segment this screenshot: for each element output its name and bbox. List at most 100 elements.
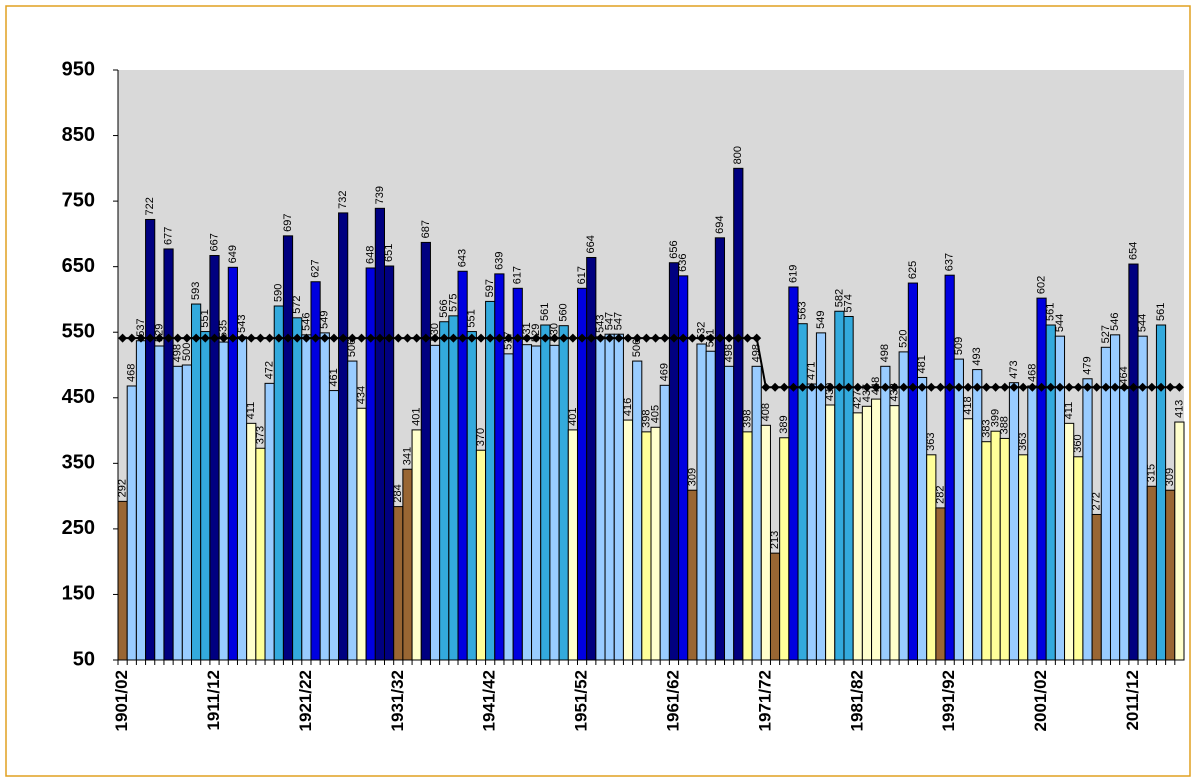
mean-marker xyxy=(145,333,155,343)
y-tick-label: 250 xyxy=(62,517,95,539)
data-label: 416 xyxy=(622,398,634,416)
bar xyxy=(815,332,827,661)
data-label: 411 xyxy=(245,402,257,420)
data-label: 561 xyxy=(1155,303,1167,321)
data-label: 563 xyxy=(797,301,809,319)
mean-marker xyxy=(899,382,909,392)
data-label: 566 xyxy=(438,299,450,317)
data-label: 648 xyxy=(365,246,377,264)
bar xyxy=(163,248,174,661)
mean-marker xyxy=(311,333,321,343)
data-label: 800 xyxy=(732,146,744,164)
mean-marker xyxy=(890,382,900,392)
bar xyxy=(1073,456,1084,661)
bar xyxy=(595,336,606,661)
data-label: 535 xyxy=(218,320,230,338)
data-label: 389 xyxy=(778,415,790,433)
data-label: 479 xyxy=(1081,356,1093,374)
mean-marker xyxy=(605,333,615,343)
mean-marker xyxy=(1037,382,1047,392)
bar xyxy=(641,431,652,661)
mean-marker xyxy=(871,382,881,392)
bar xyxy=(117,500,128,661)
data-label: 506 xyxy=(631,339,643,357)
bar xyxy=(962,418,974,661)
mean-marker xyxy=(200,333,210,343)
bar xyxy=(246,422,257,661)
bar xyxy=(154,345,165,661)
bar xyxy=(411,429,422,661)
data-label: 468 xyxy=(1026,364,1038,382)
bar xyxy=(944,274,955,661)
mean-marker xyxy=(329,333,339,343)
bar xyxy=(420,241,431,661)
mean-marker xyxy=(283,333,293,343)
data-label: 383 xyxy=(980,419,992,437)
x-tick-label: 1971/72 xyxy=(755,670,774,731)
bar xyxy=(429,344,441,661)
bar xyxy=(374,207,385,661)
bar xyxy=(724,365,735,661)
mean-marker xyxy=(761,382,771,392)
data-label: 468 xyxy=(126,364,138,382)
mean-marker xyxy=(384,333,394,343)
mean-marker xyxy=(540,333,550,343)
mean-marker xyxy=(798,382,808,392)
data-label: 617 xyxy=(576,266,588,284)
data-label: 498 xyxy=(172,344,184,362)
data-label: 370 xyxy=(475,428,487,446)
bar xyxy=(999,437,1010,661)
mean-marker xyxy=(559,333,569,343)
mean-marker xyxy=(954,382,964,392)
data-label: 572 xyxy=(291,295,303,313)
data-label: 493 xyxy=(971,347,983,365)
data-label: 405 xyxy=(650,405,662,423)
data-label: 547 xyxy=(613,312,625,330)
mean-marker xyxy=(1128,382,1138,392)
data-label: 469 xyxy=(659,363,671,381)
mean-marker xyxy=(880,382,890,392)
mean-marker xyxy=(687,333,697,343)
mean-marker xyxy=(935,382,945,392)
mean-marker xyxy=(531,333,541,343)
data-label: 544 xyxy=(1137,314,1149,332)
data-label: 649 xyxy=(227,245,239,263)
mean-marker xyxy=(1174,382,1184,392)
data-label: 341 xyxy=(401,447,413,465)
data-label: 664 xyxy=(585,235,597,253)
mean-marker xyxy=(577,333,587,343)
bar xyxy=(200,331,211,661)
mean-marker xyxy=(1165,382,1175,392)
data-label: 464 xyxy=(1118,366,1130,384)
mean-marker xyxy=(641,333,651,343)
mean-marker xyxy=(485,333,495,343)
bar xyxy=(604,333,615,661)
mean-marker xyxy=(825,382,835,392)
bar xyxy=(384,265,395,661)
bar xyxy=(622,419,634,661)
mean-marker xyxy=(595,333,605,343)
data-label: 531 xyxy=(521,322,533,340)
data-label: 363 xyxy=(925,432,937,450)
mean-marker xyxy=(1092,382,1102,392)
data-label: 687 xyxy=(420,220,432,238)
mean-marker xyxy=(844,382,854,392)
mean-marker xyxy=(816,382,826,392)
data-label: 602 xyxy=(1035,276,1047,294)
data-label: 643 xyxy=(457,249,469,267)
mean-marker xyxy=(1101,382,1111,392)
data-label: 401 xyxy=(411,408,423,426)
data-label: 498 xyxy=(723,344,735,362)
bar xyxy=(301,334,312,661)
data-label: 549 xyxy=(815,311,827,329)
bar xyxy=(889,405,900,661)
mean-marker xyxy=(237,333,247,343)
data-label: 213 xyxy=(769,531,781,549)
bar xyxy=(861,405,873,661)
mean-marker xyxy=(292,333,302,343)
y-tick-label: 450 xyxy=(62,386,95,408)
mean-marker xyxy=(908,382,918,392)
bar xyxy=(181,364,193,661)
mean-marker xyxy=(118,333,128,343)
mean-marker xyxy=(853,382,863,392)
